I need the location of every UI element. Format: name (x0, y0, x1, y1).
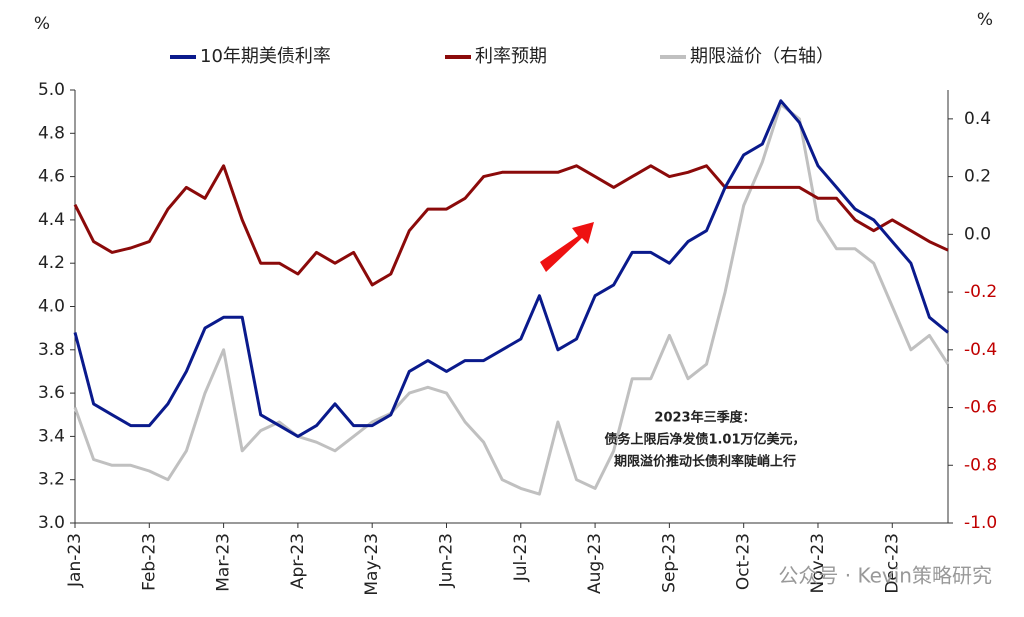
legend-label: 期限溢价（右轴） (690, 46, 834, 67)
annotation: 期限溢价推动长债利率陡峭上行 (614, 454, 796, 470)
y2-tick-label: -0.8 (964, 455, 997, 475)
y2-tick-label: 0.0 (964, 224, 991, 244)
series-line (73, 99, 949, 438)
legend-label: 10年期美债利率 (200, 46, 331, 67)
y-tick-label: 3.8 (38, 340, 65, 360)
x-tick-label: Jan-23 (65, 533, 85, 588)
annotation: 2023年三季度： (654, 410, 755, 426)
x-tick-label: Sep-23 (659, 533, 679, 593)
y-tick-label: 4.4 (38, 210, 65, 230)
series-line (73, 102, 950, 496)
x-tick-label: May-23 (362, 533, 382, 596)
y2-tick-label: -1.0 (964, 513, 997, 533)
x-tick-label: Jul-23 (511, 533, 531, 582)
x-tick-label: Dec-23 (882, 533, 902, 594)
y2-tick-label: -0.6 (964, 398, 997, 418)
legend-label: 利率预期 (475, 46, 547, 67)
left-unit: % (34, 14, 50, 34)
y2-tick-label: 0.2 (964, 167, 991, 187)
y-tick-label: 4.2 (38, 253, 65, 273)
y2-tick-label: 0.4 (964, 109, 991, 129)
watermark: 公众号 · Kevin策略研究 (778, 564, 992, 588)
series-line (73, 164, 949, 287)
annotation: 债务上限后净发债1.01万亿美元， (604, 432, 805, 448)
x-tick-label: Oct-23 (734, 533, 754, 590)
arrow (540, 222, 594, 272)
x-tick-label: Jun-23 (436, 533, 456, 588)
y-tick-label: 3.6 (38, 383, 65, 403)
y-tick-label: 5.0 (38, 80, 65, 100)
y-tick-label: 3.2 (38, 470, 65, 490)
x-tick-label: Mar-23 (214, 533, 234, 592)
x-tick-label: Apr-23 (288, 533, 308, 589)
x-tick-label: Nov-23 (808, 533, 828, 594)
y-tick-label: 4.0 (38, 297, 65, 317)
y-tick-label: 4.8 (38, 123, 65, 143)
y2-tick-label: -0.4 (964, 340, 997, 360)
right-unit: % (977, 10, 993, 30)
x-tick-label: Aug-23 (585, 533, 605, 594)
x-tick-label: Feb-23 (139, 533, 159, 591)
y2-tick-label: -0.2 (964, 282, 997, 302)
y-tick-label: 3.4 (38, 426, 65, 446)
y-tick-label: 3.0 (38, 513, 65, 533)
y-tick-label: 4.6 (38, 167, 65, 187)
